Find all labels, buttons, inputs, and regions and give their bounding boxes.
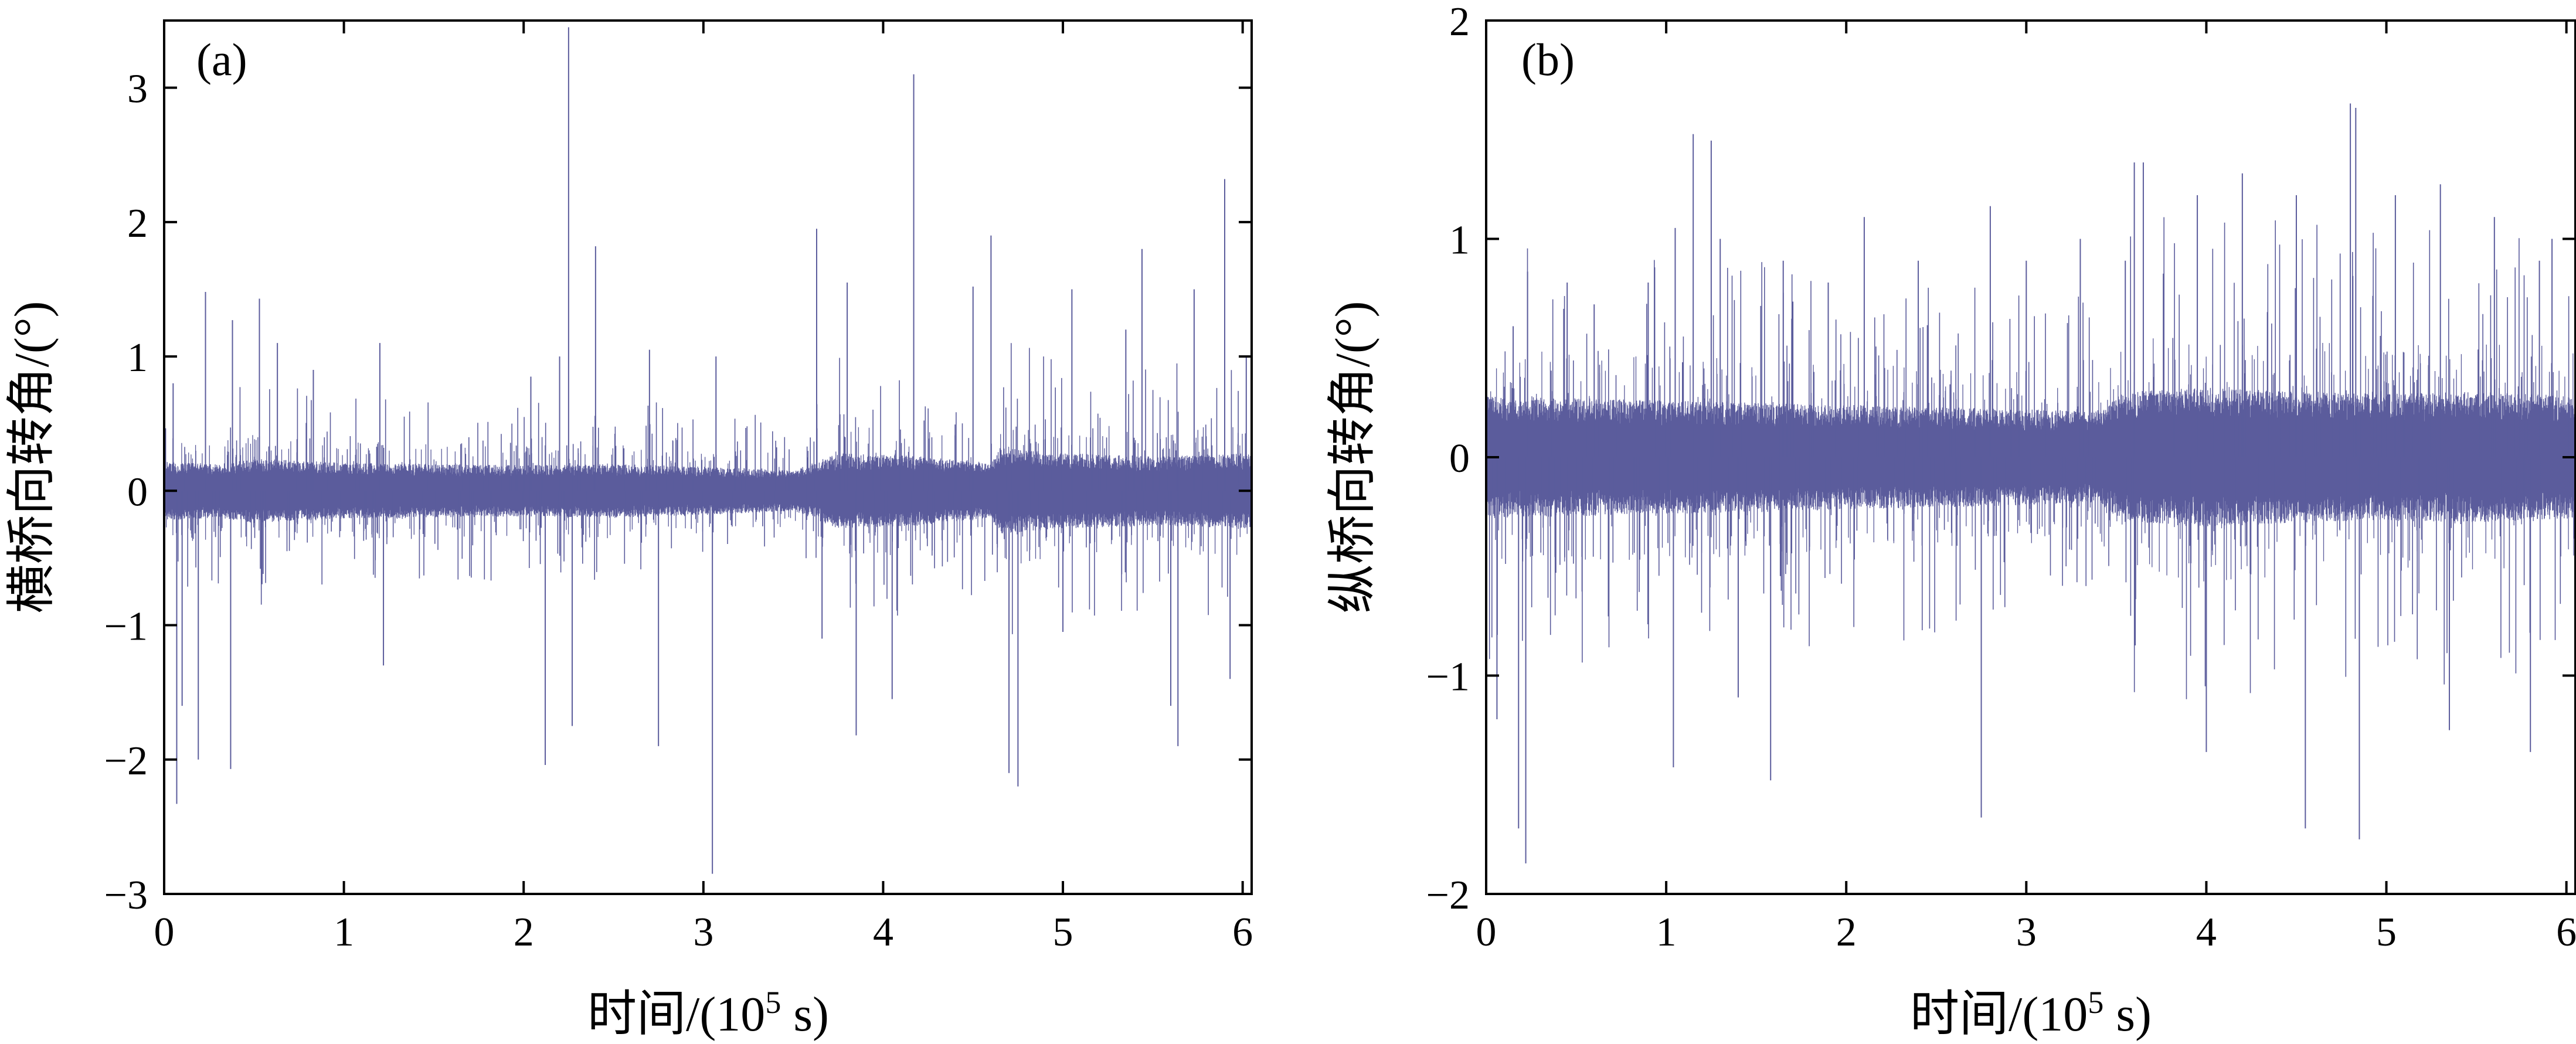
ytick-label-b-4: 2 xyxy=(1449,0,1470,45)
xtick-label-b-3: 3 xyxy=(2016,910,2037,955)
xtick-label-b-6: 6 xyxy=(2556,910,2576,955)
xtick-label-b-2: 2 xyxy=(1836,910,1857,955)
panel-b-series xyxy=(1486,103,2576,863)
ytick-label-a-2: −1 xyxy=(104,604,148,649)
ytick-label-b-0: −2 xyxy=(1426,873,1470,918)
panel-a-xlabel-end: s) xyxy=(781,987,829,1042)
ytick-label-a-5: 2 xyxy=(127,201,148,246)
ytick-label-b-1: −1 xyxy=(1426,655,1470,700)
ytick-label-a-3: 0 xyxy=(127,470,148,515)
panel-a-xlabel-sup: 5 xyxy=(765,985,781,1020)
panel-a-xlabel-main: 时间/(10 xyxy=(587,987,765,1042)
xtick-label-a-6: 6 xyxy=(1232,910,1253,955)
xtick-label-a-5: 5 xyxy=(1053,910,1073,955)
ytick-label-a-4: 1 xyxy=(127,335,148,380)
ytick-label-a-1: −2 xyxy=(104,739,148,784)
panel-b-ylabel: 纵桥向转角/(°) xyxy=(1326,301,1380,614)
xtick-label-a-3: 3 xyxy=(693,910,713,955)
ytick-label-a-6: 3 xyxy=(127,67,148,112)
panel-a-label: (a) xyxy=(196,34,247,85)
xtick-label-a-2: 2 xyxy=(514,910,534,955)
ytick-label-b-2: 0 xyxy=(1449,436,1470,481)
panel-a-xlabel: 时间/(105 s) xyxy=(587,985,829,1042)
xtick-label-b-0: 0 xyxy=(1476,910,1497,955)
panel-b-xlabel-sup: 5 xyxy=(2088,985,2103,1020)
panel-b-xlabel-end: s) xyxy=(2103,987,2152,1042)
xtick-label-b-4: 4 xyxy=(2196,910,2217,955)
panel-b-label: (b) xyxy=(1521,34,1575,85)
panel-a-series xyxy=(164,27,1252,874)
panel-a-ticks: 0 1 2 3 4 5 6 −3 −2 −1 0 1 2 3 xyxy=(104,21,1253,955)
xtick-label-a-1: 1 xyxy=(334,910,354,955)
panel-b-xlabel-main: 时间/(10 xyxy=(1910,987,2088,1042)
xtick-label-b-5: 5 xyxy=(2376,910,2397,955)
panel-a-ylabel: 横桥向转角/(°) xyxy=(5,301,59,614)
panel-b-ticks: 0 1 2 3 4 5 6 −2 −1 0 1 2 xyxy=(1426,0,2576,955)
series-a-spikes xyxy=(165,343,1239,634)
xtick-label-a-4: 4 xyxy=(873,910,893,955)
ytick-label-b-3: 1 xyxy=(1449,218,1470,263)
xtick-label-b-1: 1 xyxy=(1656,910,1677,955)
ytick-label-a-0: −3 xyxy=(104,873,148,918)
panel-b-xlabel: 时间/(105 s) xyxy=(1910,985,2152,1042)
xtick-label-a-0: 0 xyxy=(154,910,175,955)
panel-a-frame xyxy=(163,19,1253,895)
